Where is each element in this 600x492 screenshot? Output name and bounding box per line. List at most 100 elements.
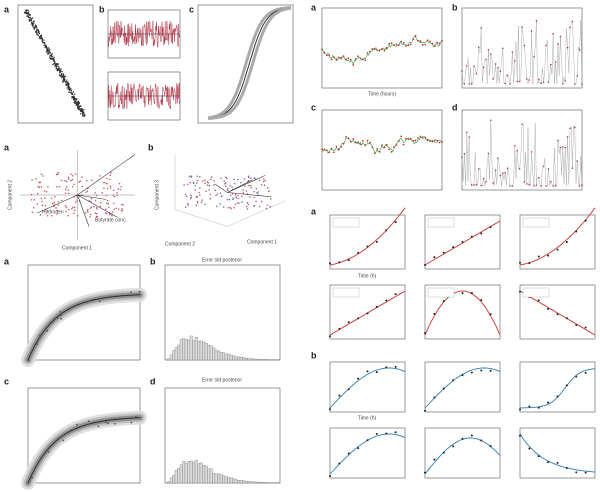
point — [104, 212, 107, 215]
axis-label: Component 2 — [165, 241, 195, 247]
point — [44, 197, 46, 200]
panel-label: c — [311, 102, 316, 112]
point — [49, 52, 52, 54]
trace — [461, 19, 583, 85]
point — [74, 97, 76, 100]
point — [584, 326, 587, 329]
hist-bar — [219, 474, 223, 484]
point — [366, 439, 369, 442]
point — [335, 59, 338, 61]
point — [345, 58, 347, 61]
point — [66, 79, 68, 81]
point — [64, 204, 67, 207]
point — [442, 451, 445, 454]
point — [70, 179, 72, 182]
point — [86, 209, 89, 212]
hist-bar — [237, 356, 241, 361]
point — [347, 137, 350, 140]
point — [547, 461, 550, 464]
point — [528, 262, 531, 265]
point — [431, 42, 434, 45]
point — [461, 374, 464, 377]
point — [246, 208, 249, 210]
point — [433, 396, 436, 399]
hist-bar — [179, 464, 183, 484]
plot-frame — [197, 4, 294, 124]
point — [429, 139, 431, 142]
point — [468, 83, 471, 85]
point — [519, 261, 521, 264]
point — [36, 192, 39, 195]
fan-band — [27, 294, 141, 361]
point — [67, 176, 70, 179]
fit-line — [424, 290, 501, 336]
point — [424, 471, 426, 474]
point — [385, 299, 388, 302]
point — [67, 86, 70, 88]
point — [36, 32, 38, 35]
point — [108, 206, 110, 209]
point — [473, 65, 475, 68]
plot-frame — [424, 361, 501, 413]
axis-label: Time (h) — [358, 415, 377, 421]
point — [225, 177, 228, 180]
point — [27, 15, 29, 18]
point — [74, 173, 77, 175]
point — [59, 69, 61, 72]
point — [202, 180, 204, 182]
point — [76, 199, 78, 202]
point — [528, 79, 530, 81]
point — [106, 187, 109, 190]
point — [395, 144, 398, 146]
axis-label: Component 1 — [62, 245, 92, 251]
point — [366, 139, 369, 142]
point — [347, 321, 350, 324]
point — [575, 323, 578, 326]
point — [540, 185, 542, 187]
point — [62, 74, 65, 76]
point — [199, 194, 201, 197]
hist-bar — [219, 352, 223, 361]
hist-bar — [214, 473, 218, 484]
point — [542, 165, 545, 168]
point — [38, 186, 41, 189]
point — [62, 76, 65, 79]
point — [395, 43, 398, 46]
point — [47, 185, 49, 188]
cdf-curve — [207, 7, 292, 119]
point — [433, 458, 436, 461]
point — [59, 310, 62, 313]
point — [366, 245, 369, 248]
point — [499, 70, 502, 73]
point — [584, 471, 587, 474]
hist-bar — [189, 460, 193, 484]
point — [105, 208, 107, 210]
hist-bar — [254, 358, 258, 361]
point — [56, 185, 58, 188]
plot-frame — [321, 109, 443, 191]
point — [562, 82, 564, 85]
point — [45, 51, 48, 53]
point — [540, 82, 542, 85]
point — [103, 181, 105, 184]
point — [383, 146, 386, 149]
point — [538, 78, 540, 81]
point — [375, 432, 378, 435]
point — [130, 421, 133, 424]
point — [502, 172, 504, 175]
hist-bar — [257, 358, 261, 361]
point — [46, 49, 49, 51]
hist-bar — [247, 481, 251, 484]
point — [470, 434, 473, 437]
hist-bar — [232, 478, 236, 484]
point — [224, 181, 227, 184]
point — [236, 202, 239, 204]
point — [49, 54, 51, 57]
plot-frame — [27, 387, 141, 484]
point — [393, 145, 395, 148]
point — [487, 49, 490, 51]
point — [378, 49, 381, 52]
point — [73, 96, 76, 99]
point — [74, 201, 77, 203]
point — [40, 197, 43, 200]
